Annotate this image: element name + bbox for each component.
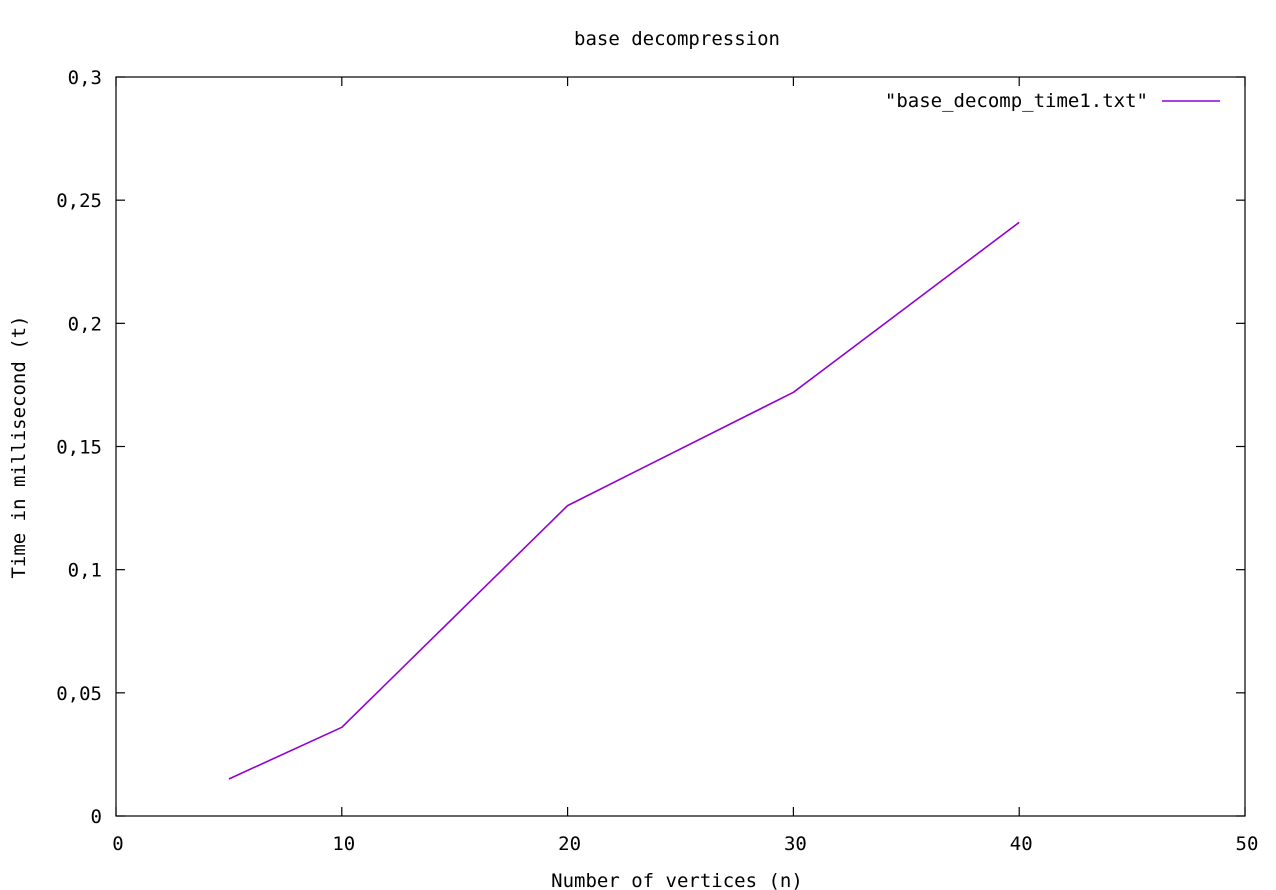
y-tick-label: 0,2	[68, 313, 102, 335]
y-tick-label: 0,05	[56, 683, 102, 705]
y-axis-tick-labels: 0 0,05 0,1 0,15 0,2 0,25 0,3	[56, 67, 102, 828]
series-line	[228, 221, 1020, 780]
y-tick-label: 0,15	[56, 437, 102, 459]
y-tick-label: 0,1	[68, 560, 102, 582]
x-tick-label: 30	[784, 833, 807, 855]
chart-title: base decompression	[574, 28, 780, 50]
y-tick-label: 0,25	[56, 190, 102, 212]
y-tick-label: 0	[91, 806, 102, 828]
x-tick-label: 40	[1010, 833, 1033, 855]
axis-ticks	[115, 76, 1246, 817]
x-axis-tick-labels: 0 10 20 30 40 50	[112, 833, 1258, 855]
x-tick-label: 20	[558, 833, 581, 855]
x-tick-label: 10	[332, 833, 355, 855]
legend: "base_decomp_time1.txt"	[885, 90, 1220, 112]
plot-area	[115, 76, 1246, 817]
y-axis-label: Time in millisecond (t)	[8, 315, 30, 578]
x-axis-label: Number of vertices (n)	[551, 870, 803, 890]
y-tick-label: 0,3	[68, 67, 102, 89]
x-tick-label: 0	[112, 833, 123, 855]
plot-border	[115, 76, 1246, 817]
series-lines	[228, 221, 1020, 780]
legend-label: "base_decomp_time1.txt"	[885, 90, 1148, 112]
x-tick-label: 50	[1236, 833, 1259, 855]
